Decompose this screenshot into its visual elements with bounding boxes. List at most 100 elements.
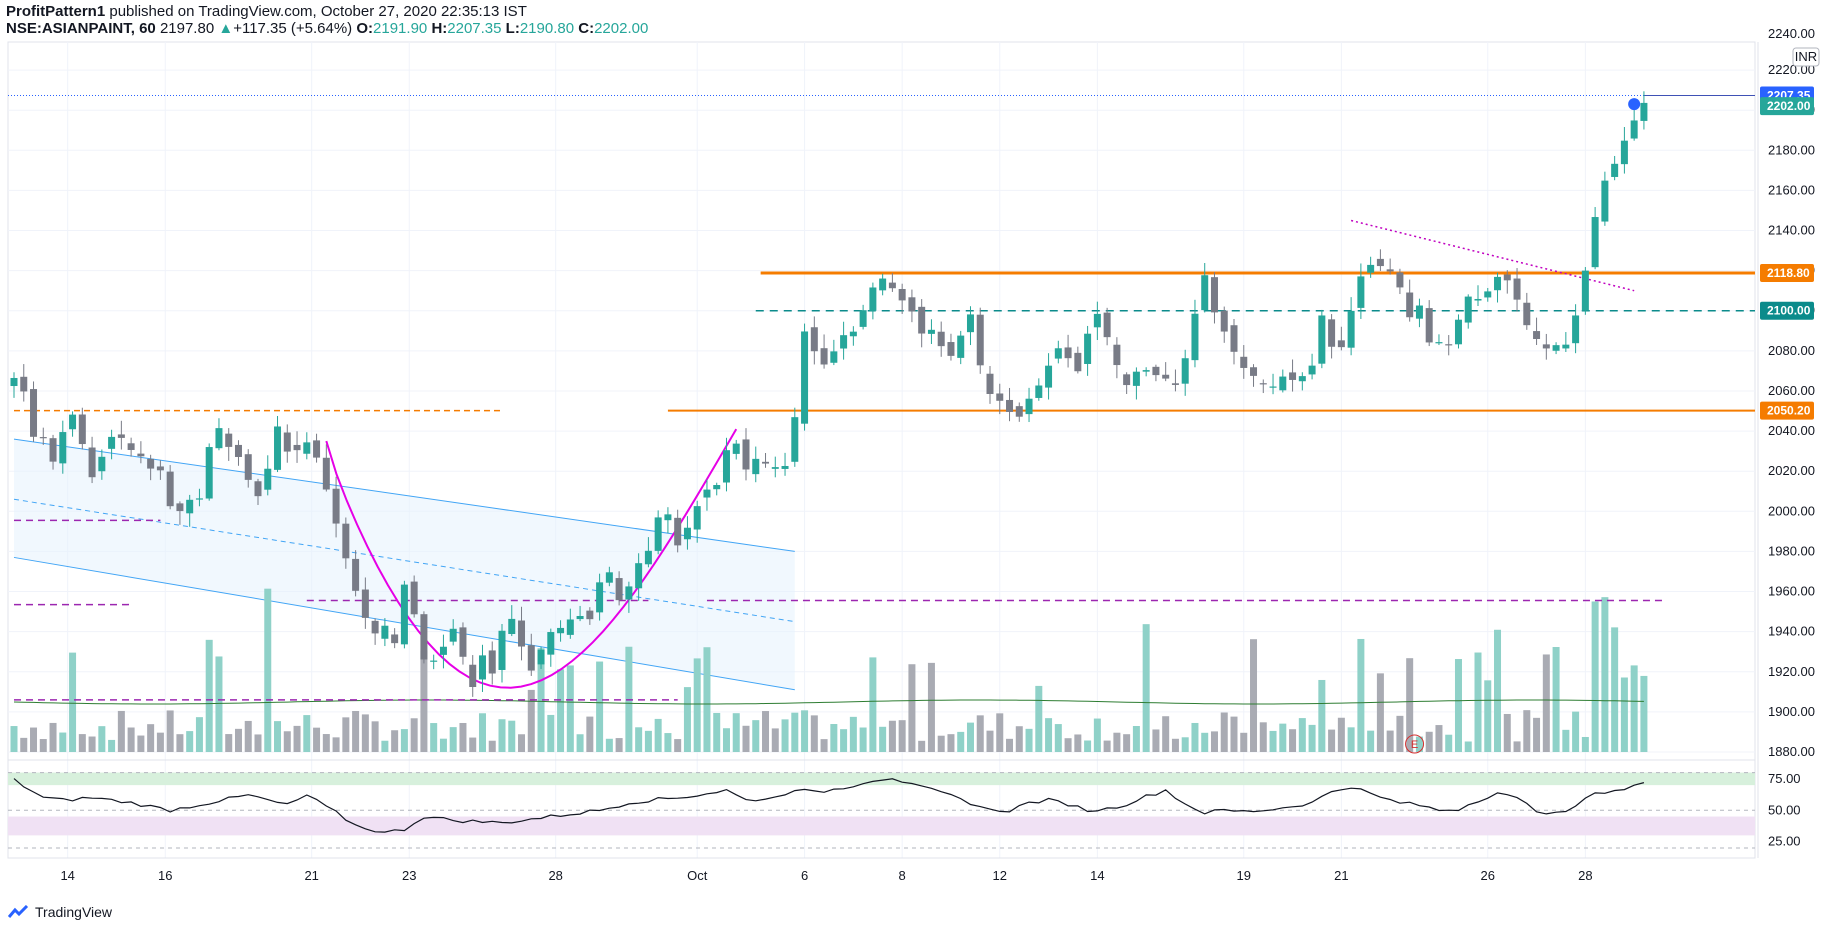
volume-bar (537, 648, 545, 752)
candle-body (1191, 313, 1199, 361)
candle-body (274, 426, 282, 470)
volume-bar (1162, 716, 1170, 752)
candle-body (1113, 344, 1121, 366)
candle-body (849, 331, 857, 337)
volume-bar (49, 722, 57, 752)
candle-body (518, 620, 526, 647)
candle-body (664, 514, 672, 521)
candle-body (713, 485, 721, 490)
candle-body (1025, 398, 1033, 415)
price-tick-label: 2080.00 (1768, 343, 1815, 358)
candle-body (469, 664, 477, 687)
candle-body (810, 327, 818, 352)
candle-body (703, 489, 711, 498)
volume-bar (225, 734, 233, 752)
volume-bar (1035, 685, 1043, 752)
descending-channel (13, 438, 795, 691)
volume-bar (1494, 629, 1502, 752)
volume-bar (215, 656, 223, 752)
volume-bar (518, 734, 526, 752)
candle-body (1572, 315, 1580, 344)
candle-body (488, 650, 496, 674)
volume-bar (1201, 732, 1209, 752)
volume-bar (908, 664, 916, 752)
volume-bar (30, 727, 38, 752)
candle-body (722, 450, 730, 483)
volume-bar (1464, 741, 1472, 752)
price-tick-label: 2060.00 (1768, 383, 1815, 398)
candle-body (1074, 352, 1082, 372)
candle-body (322, 457, 330, 490)
candle-body (625, 586, 633, 600)
volume-bar (1259, 722, 1267, 752)
candle-body (20, 376, 28, 392)
volume-bar (996, 713, 1004, 752)
candle-body (957, 335, 965, 358)
candle-body (527, 645, 535, 671)
volume-bar (693, 658, 701, 752)
candle-body (566, 619, 574, 635)
volume-bar (830, 724, 838, 752)
volume-bar (1006, 738, 1014, 752)
candle-body (1093, 313, 1101, 328)
currency-badge (1792, 47, 1820, 67)
candle-body (1318, 315, 1326, 364)
volume-bar (527, 689, 535, 752)
volume-bar (791, 712, 799, 752)
author-name[interactable]: ProfitPattern1 (6, 3, 106, 20)
candle-body (39, 437, 47, 439)
volume-bar (1308, 724, 1316, 752)
volume-bar (752, 720, 760, 752)
price-tick-label: 2240.00 (1768, 26, 1815, 41)
candle-body (254, 481, 262, 497)
candle-body (937, 331, 945, 347)
candle-body (586, 610, 594, 620)
candle-body (557, 627, 565, 634)
volume-bar (654, 718, 662, 752)
candle-body (1601, 180, 1609, 222)
volume-bar (771, 728, 779, 752)
candle-body (459, 627, 467, 657)
volume-bar (127, 727, 135, 752)
candle-body (1006, 399, 1014, 412)
tradingview-logo[interactable]: TradingView (8, 904, 112, 920)
volume-bar (1503, 713, 1511, 752)
volume-bar (732, 713, 740, 752)
candle-body (1181, 358, 1189, 384)
candle-body (1474, 298, 1482, 301)
candle-body (1552, 345, 1560, 351)
candle-body (313, 440, 321, 458)
symbol-label[interactable]: NSE:ASIANPAINT, 60 (6, 20, 156, 37)
low-value: 2190.80 (519, 20, 575, 37)
volume-bar (264, 588, 272, 752)
candle-body (1084, 333, 1092, 364)
volume-bar (1084, 740, 1092, 752)
volume-bar (576, 734, 584, 752)
candle-body (1142, 370, 1150, 372)
tradingview-logo-icon (8, 905, 29, 918)
candle-body (596, 582, 604, 613)
rsi-oversold-band (8, 816, 1755, 836)
candle-body (59, 432, 67, 464)
candle-body (478, 655, 486, 680)
volume-bar (108, 739, 116, 752)
candle-body (88, 447, 96, 478)
time-tick-label: 14 (60, 868, 74, 883)
candle-body (693, 506, 701, 530)
volume-bar (1103, 740, 1111, 752)
volume-bar (498, 719, 506, 752)
candle-body (976, 314, 984, 366)
price-tick-label: 2140.00 (1768, 223, 1815, 238)
volume-bar (1601, 597, 1609, 752)
candle-body (10, 377, 18, 387)
channel-line (13, 438, 795, 552)
earnings-marker-label: E (1411, 739, 1418, 751)
price-tick-label: 1960.00 (1768, 584, 1815, 599)
volume-bar (352, 710, 360, 752)
volume-bar (98, 726, 106, 752)
candle-body (869, 287, 877, 311)
candle-body (1152, 366, 1160, 376)
volume-bar (254, 734, 262, 752)
